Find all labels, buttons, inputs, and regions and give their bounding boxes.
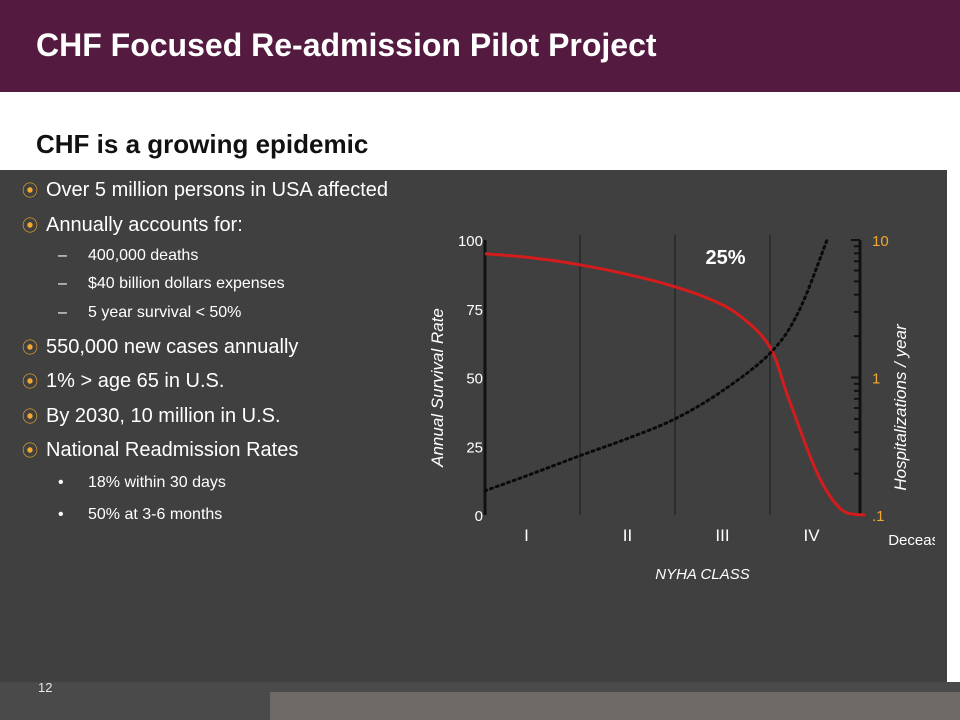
sub-bullet-item: • 50% at 3-6 months [58,506,223,523]
left-tick-label: 100 [458,233,483,250]
x-category-label: III [715,526,729,545]
x-category-label: I [524,526,529,545]
right-y-axis-title: Hospitalizations / year [891,323,910,491]
sub-bullet-item: – $40 billion dollars expenses [58,275,285,292]
footer-bar [0,682,960,720]
x-category-label: Deceased [888,532,935,549]
nyha-survival-chart: 0 25 50 75 100 .1 1 10 I II III IV Decea… [428,233,935,583]
bullet-circle-icon: ⦿ [22,218,39,235]
dash-icon: – [58,275,67,292]
right-tick-label: 1 [872,371,880,388]
bullet-circle-icon: ⦿ [22,183,39,200]
category-dividers [579,235,771,515]
sub-bullet-item: • 18% within 30 days [58,474,226,491]
survival-rate-line [484,252,866,517]
hospitalization-line [483,238,829,493]
bullet-circle-icon: ⦿ [22,443,39,460]
sub-bullet-item: –400,000 deaths [58,247,199,264]
bullet-item: ⦿ By 2030, 10 million in U.S. [22,405,281,427]
slide-subtitle: CHF is a growing epidemic [36,129,369,159]
x-category-label: II [623,526,632,545]
bullet-circle-icon: ⦿ [22,374,39,391]
bullet-circle-icon: ⦿ [22,340,39,357]
sub-bullet-item: –5 year survival < 50% [58,304,242,321]
right-tick-label: 10 [872,233,889,250]
left-tick-label: 25 [466,439,483,456]
bullet-item: ⦿ Annually accounts for: [22,214,243,236]
left-tick-label: 50 [466,371,483,388]
right-axis-minor-ticks [851,239,860,516]
bullet-item: ⦿ 550,000 new cases annually [22,336,299,358]
left-tick-label: 75 [466,302,483,319]
slide-title: CHF Focused Re-admission Pilot Project [36,27,657,63]
content-panel [0,170,947,682]
dash-icon: – [58,304,67,321]
dash-icon: – [58,247,67,264]
left-y-axis-title: Annual Survival Rate [428,308,447,468]
page-number: 12 [38,680,53,695]
bullet-item: ⦿ 1% > age 65 in U.S. [22,370,225,392]
x-axis-title: NYHA CLASS [655,566,749,583]
bullet-circle-icon: ⦿ [22,409,39,426]
x-category-label: IV [803,526,820,545]
bullet-item: ⦿ National Readmission Rates [22,439,299,461]
left-tick-label: 0 [475,508,483,525]
title-bar: CHF Focused Re-admission Pilot Project [0,0,960,92]
bullet-item: ⦿ Over 5 million persons in USA affected [22,179,389,201]
survival-annotation: 25% [705,247,745,269]
right-tick-label: .1 [872,508,885,525]
dot-icon: • [58,506,64,523]
dot-icon: • [58,474,64,491]
